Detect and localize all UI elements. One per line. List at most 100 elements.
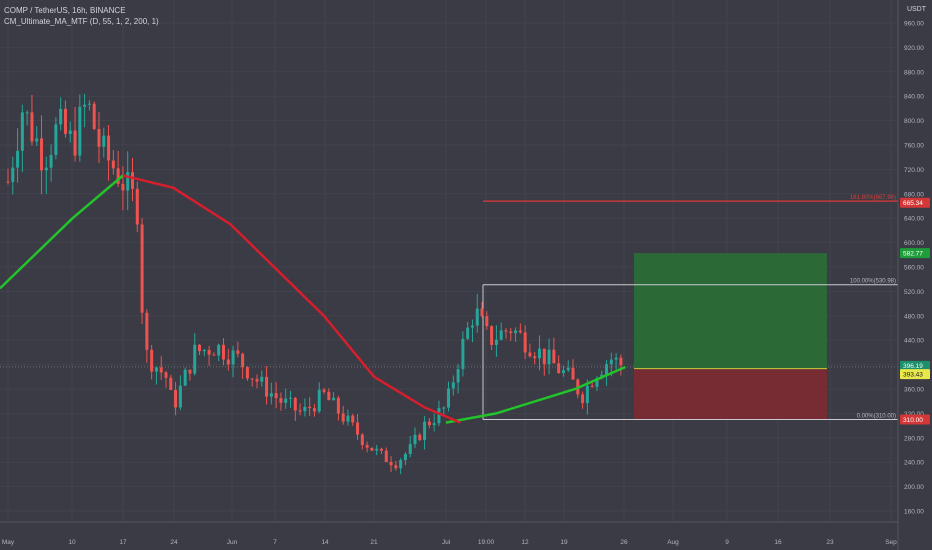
- candle-bear: [418, 434, 422, 440]
- candle-bear: [552, 349, 556, 364]
- candle-bear: [279, 398, 283, 403]
- time-tick: Jul: [442, 539, 451, 546]
- candle-bull: [408, 444, 412, 455]
- candle-bear: [504, 330, 508, 332]
- price-tick: 800.00: [904, 118, 924, 125]
- stop-badge-bg: [900, 414, 930, 425]
- candle-bear: [164, 372, 168, 378]
- candle-bull: [35, 138, 39, 142]
- ma-green-line: [445, 365, 626, 424]
- candle-bear: [581, 394, 585, 404]
- tp-badge: 582.77: [903, 251, 923, 258]
- time-axis[interactable]: May 10 17 24 Jun 7 14 21 Jul 19:00 12 19 26 Aug 9 16 23 S…: [0, 521, 898, 546]
- candle-bear: [188, 369, 192, 374]
- candle-bull: [25, 112, 29, 114]
- candle-bear: [135, 188, 139, 225]
- candle-bear: [265, 376, 269, 397]
- price-tick: 720.00: [904, 167, 924, 174]
- time-tick: 21: [370, 539, 378, 546]
- price-tick: 200.00: [904, 484, 924, 491]
- candle-bull: [475, 308, 479, 326]
- candle-bear: [63, 108, 67, 134]
- candle-bull: [44, 167, 48, 171]
- candle-bull: [102, 135, 106, 147]
- candle-bear: [92, 103, 96, 129]
- candle-bear: [298, 410, 302, 412]
- tp-badge-bg: [900, 248, 930, 259]
- price-axis-bg: [898, 0, 932, 550]
- candle-bull: [423, 421, 427, 440]
- candle-bull: [16, 150, 20, 168]
- price-tick: 840.00: [904, 94, 924, 101]
- candle-bear: [226, 359, 230, 365]
- candle-bear: [130, 172, 134, 189]
- price-tick: 600.00: [904, 240, 924, 247]
- candle-bear: [255, 379, 259, 382]
- candle-bull: [78, 106, 82, 156]
- price-tick: 760.00: [904, 143, 924, 150]
- candle-bull: [49, 154, 53, 168]
- ma-red-line: [122, 174, 461, 424]
- fib-extension-tool[interactable]: 161.80%(667.96) 100.00%(530.98) 0.00%(310.…: [482, 195, 898, 420]
- price-tick: 640.00: [904, 216, 924, 223]
- candle-bear: [212, 354, 216, 356]
- candle-bear: [140, 224, 144, 313]
- candle-bull: [284, 398, 288, 403]
- candle-bear: [274, 393, 278, 399]
- candle-bull: [59, 108, 63, 125]
- candle-bear: [427, 421, 431, 426]
- candle-bear: [236, 350, 240, 354]
- candle-bull: [193, 344, 197, 374]
- time-tick: 23: [826, 539, 834, 546]
- candle-bull: [614, 357, 618, 360]
- ma-green-line: [0, 174, 124, 290]
- symbol-title[interactable]: COMP / TetherUS, 16h, BINANCE: [4, 6, 126, 15]
- candle-bull: [499, 330, 503, 340]
- price-tick: 680.00: [904, 191, 924, 198]
- candle-bear: [121, 183, 125, 191]
- candle-bear: [145, 312, 149, 350]
- candle-bear: [159, 367, 163, 373]
- candle-bull: [68, 130, 72, 134]
- candle-bear: [542, 348, 546, 365]
- time-tick: 7: [273, 539, 277, 546]
- candle-bear: [528, 352, 532, 357]
- price-tick: 160.00: [904, 509, 924, 516]
- candle-bear: [293, 397, 297, 411]
- candle-bear: [490, 326, 494, 345]
- target-zone[interactable]: [634, 253, 827, 369]
- candle-bull: [566, 367, 570, 371]
- candle-bear: [221, 344, 225, 360]
- candle-bull: [413, 434, 417, 445]
- candle-bull: [403, 454, 407, 461]
- entry-badge: 393.43: [903, 372, 923, 379]
- long-position-tool[interactable]: [634, 253, 827, 420]
- candle-bear: [245, 367, 249, 379]
- price-axis[interactable]: 960.00 920.00 880.00 840.00 800.00 760.00 720.…: [897, 0, 932, 550]
- candle-bull: [595, 378, 599, 387]
- candle-bull: [289, 397, 293, 399]
- candle-bear: [590, 385, 594, 387]
- stop-zone[interactable]: [634, 368, 827, 420]
- fib-0-label: 0.00%(310.00): [857, 414, 896, 420]
- candle-bull: [20, 112, 24, 151]
- fib-target-badge-bg: [900, 197, 930, 208]
- price-tick: 240.00: [904, 460, 924, 467]
- fib-1618-label: 161.80%(667.96): [850, 195, 896, 201]
- candle-bear: [207, 349, 211, 355]
- candle-bull: [317, 389, 321, 412]
- candle-bear: [312, 408, 316, 412]
- indicator-title[interactable]: CM_Ultimate_MA_MTF (D, 55, 1, 2, 200, 1): [4, 17, 159, 26]
- candle-bear: [518, 330, 522, 333]
- candle-bear: [150, 349, 154, 372]
- candle-bull: [126, 172, 130, 191]
- candle-bull: [303, 406, 307, 412]
- candle-bull: [202, 349, 206, 352]
- candle-bear: [30, 112, 34, 142]
- price-tick: 880.00: [904, 69, 924, 76]
- candle-bear: [6, 181, 10, 183]
- candle-bear: [116, 168, 120, 184]
- time-tick: 9: [725, 539, 729, 546]
